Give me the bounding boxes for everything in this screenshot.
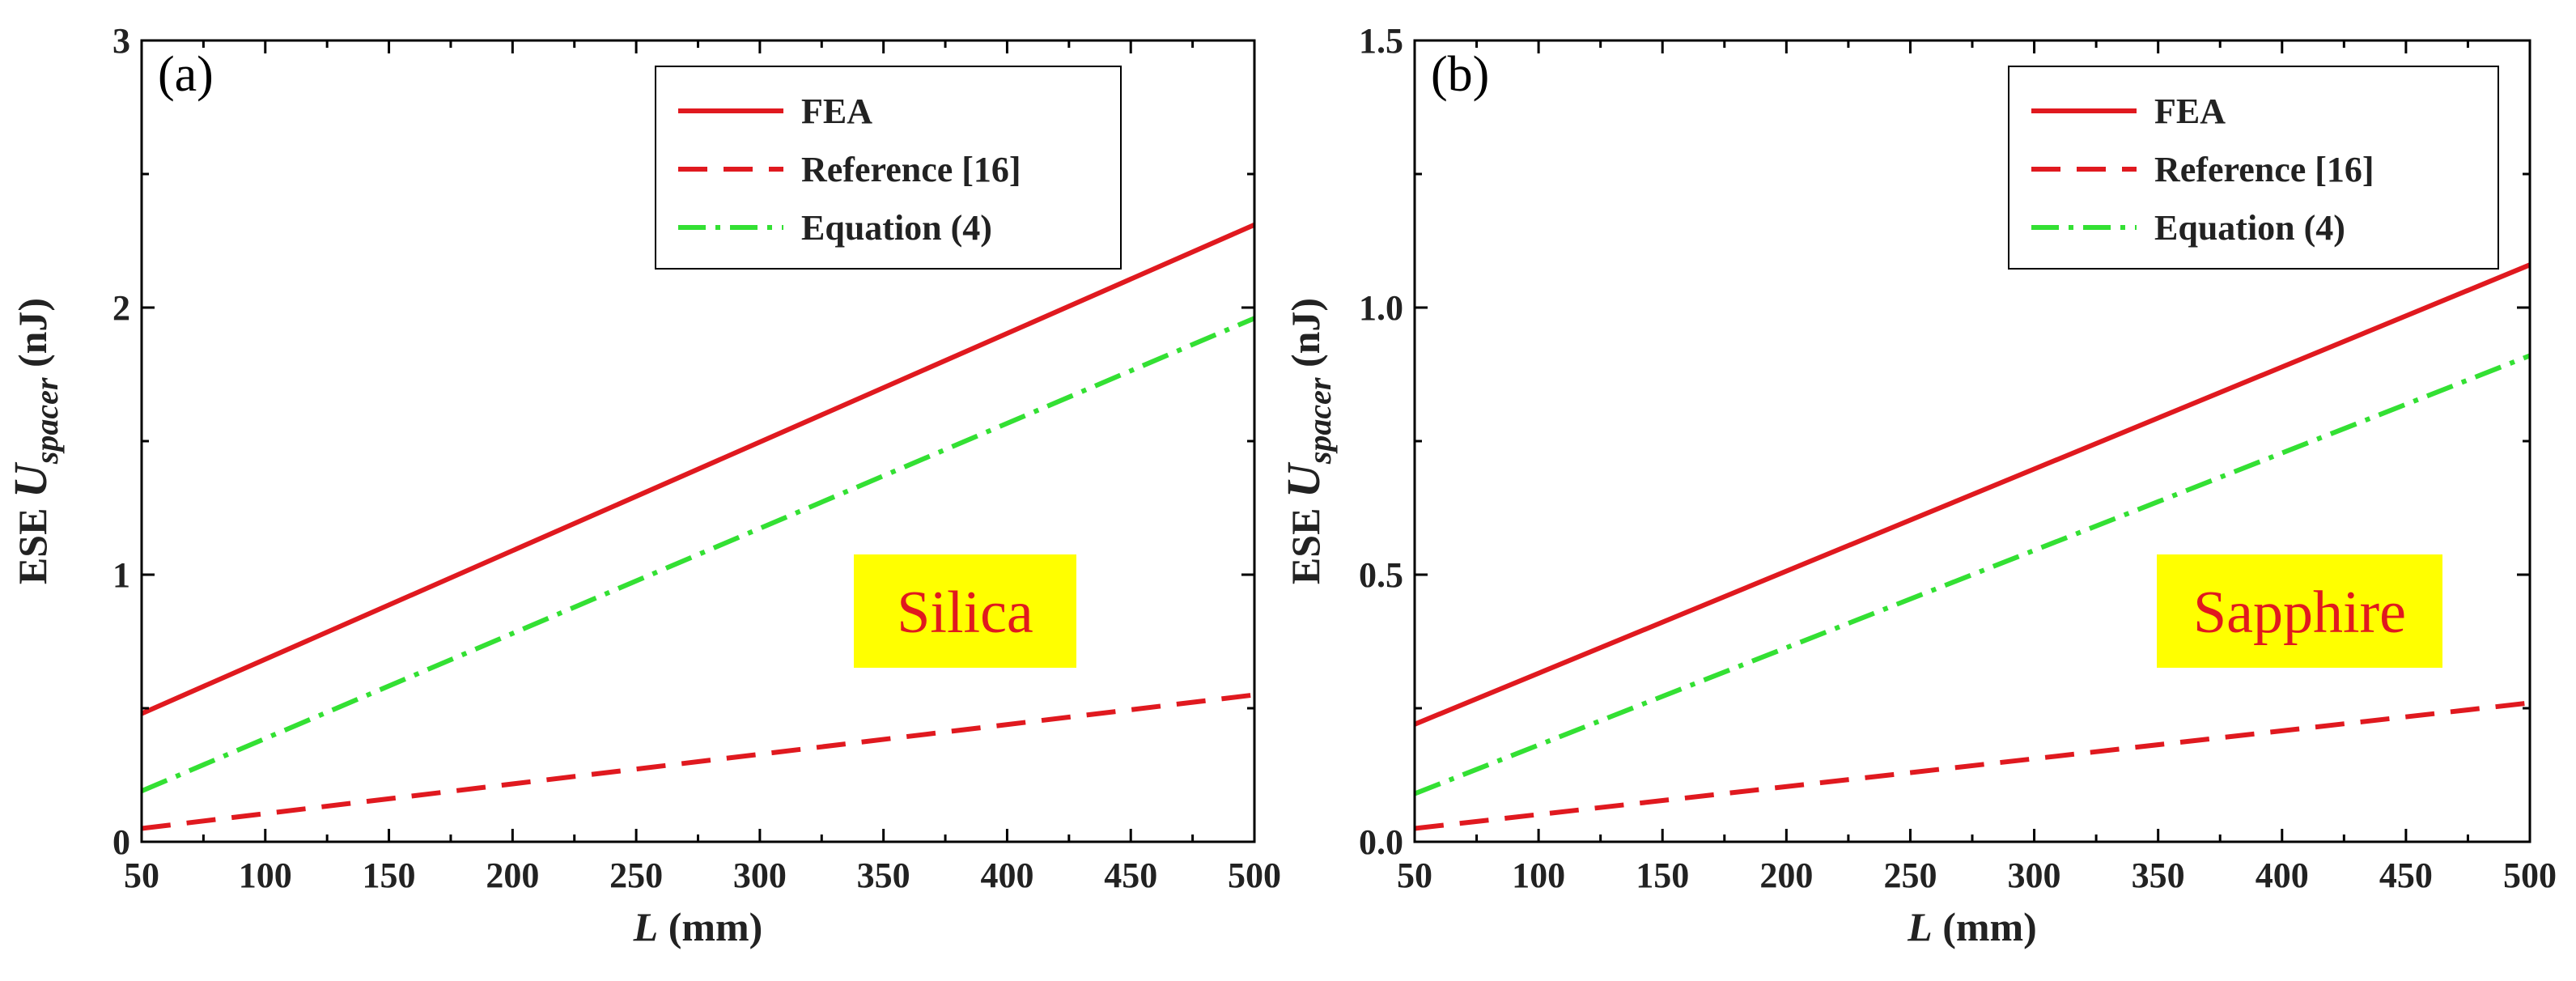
y-tick-label: 3	[112, 21, 130, 61]
x-axis-unit: (mm)	[1933, 904, 2037, 949]
series-line-equation-4	[1415, 353, 2530, 796]
y-axis-subscript: spacer	[28, 377, 65, 465]
material-tag-background	[854, 554, 1076, 668]
x-axis-unit: (mm)	[658, 904, 762, 949]
x-tick-label: 350	[857, 856, 910, 895]
x-tick-label: 300	[2008, 856, 2061, 895]
y-tick-label: 2	[112, 288, 130, 328]
legend-label: FEA	[801, 91, 872, 131]
y-tick-label: 0	[112, 822, 130, 862]
x-tick-label: 100	[1512, 856, 1565, 895]
legend-label: Equation (4)	[801, 208, 992, 248]
x-axis-symbol: L	[633, 904, 659, 949]
x-tick-label: 150	[363, 856, 416, 895]
x-tick-label: 400	[2256, 856, 2309, 895]
series-line-fea	[1415, 262, 2530, 727]
x-tick-label: 50	[1397, 856, 1432, 895]
chart-panel-b: 50 100 150 200 250 300 350 400 450 500 0.0 0.5 1.0 1.…	[1277, 21, 2557, 949]
x-tick-label: 500	[1228, 856, 1281, 895]
x-axis-symbol: L	[1907, 904, 1933, 949]
series-line-reference-16	[142, 692, 1254, 831]
y-axis-unit: (nJ)	[10, 298, 55, 378]
y-axis-symbol: U	[1277, 461, 1330, 498]
panel-label: (a)	[158, 47, 214, 102]
legend-label: FEA	[2154, 91, 2226, 131]
y-axis-label: ESE Uspacer (nJ)	[1277, 298, 1338, 584]
y-axis-symbol: U	[4, 461, 57, 498]
series-line-equation-4	[142, 316, 1254, 794]
series-line-reference-16	[1415, 700, 2530, 831]
x-tick-label: 350	[2132, 856, 2185, 895]
x-tick-label: 500	[2503, 856, 2557, 895]
panel-label: (b)	[1431, 47, 1489, 102]
x-tick-label: 300	[733, 856, 787, 895]
x-tick-label: 150	[1636, 856, 1689, 895]
x-tick-label: 400	[980, 856, 1033, 895]
y-axis-unit: (nJ)	[1283, 298, 1328, 378]
y-axis-subscript: spacer	[1301, 377, 1338, 465]
y-axis-prefix: ESE	[10, 498, 55, 584]
material-tag-label: Sapphire	[2193, 580, 2406, 646]
y-tick-label: 1.5	[1359, 21, 1403, 61]
x-axis-label: L (mm)	[1907, 904, 2037, 949]
x-tick-label: 250	[609, 856, 663, 895]
y-tick-label: 0.5	[1359, 555, 1403, 595]
x-tick-label: 250	[1883, 856, 1937, 895]
x-tick-label: 50	[124, 856, 159, 895]
y-tick-label: 1.0	[1359, 288, 1403, 328]
material-tag-label: Silica	[897, 580, 1033, 646]
x-tick-label: 200	[486, 856, 539, 895]
x-tick-label: 450	[1104, 856, 1157, 895]
x-tick-label: 100	[239, 856, 292, 895]
legend-label: Reference [16]	[801, 150, 1021, 189]
material-tag-background	[2157, 554, 2442, 668]
y-axis-label: ESE Uspacer (nJ)	[4, 298, 65, 584]
chart-panel-a: 50 100 150 200 250 300 350 400 450 500 0 1 2 3 L (mm) E…	[4, 21, 1281, 949]
x-tick-label: 450	[2379, 856, 2433, 895]
y-tick-label: 0.0	[1359, 822, 1403, 862]
x-axis-label: L (mm)	[633, 904, 763, 949]
legend-label: Equation (4)	[2154, 208, 2345, 248]
series-line-fea	[142, 222, 1254, 716]
legend-label: Reference [16]	[2154, 150, 2374, 189]
y-axis-prefix: ESE	[1283, 498, 1328, 584]
y-tick-label: 1	[112, 555, 130, 595]
x-tick-label: 200	[1759, 856, 1813, 895]
